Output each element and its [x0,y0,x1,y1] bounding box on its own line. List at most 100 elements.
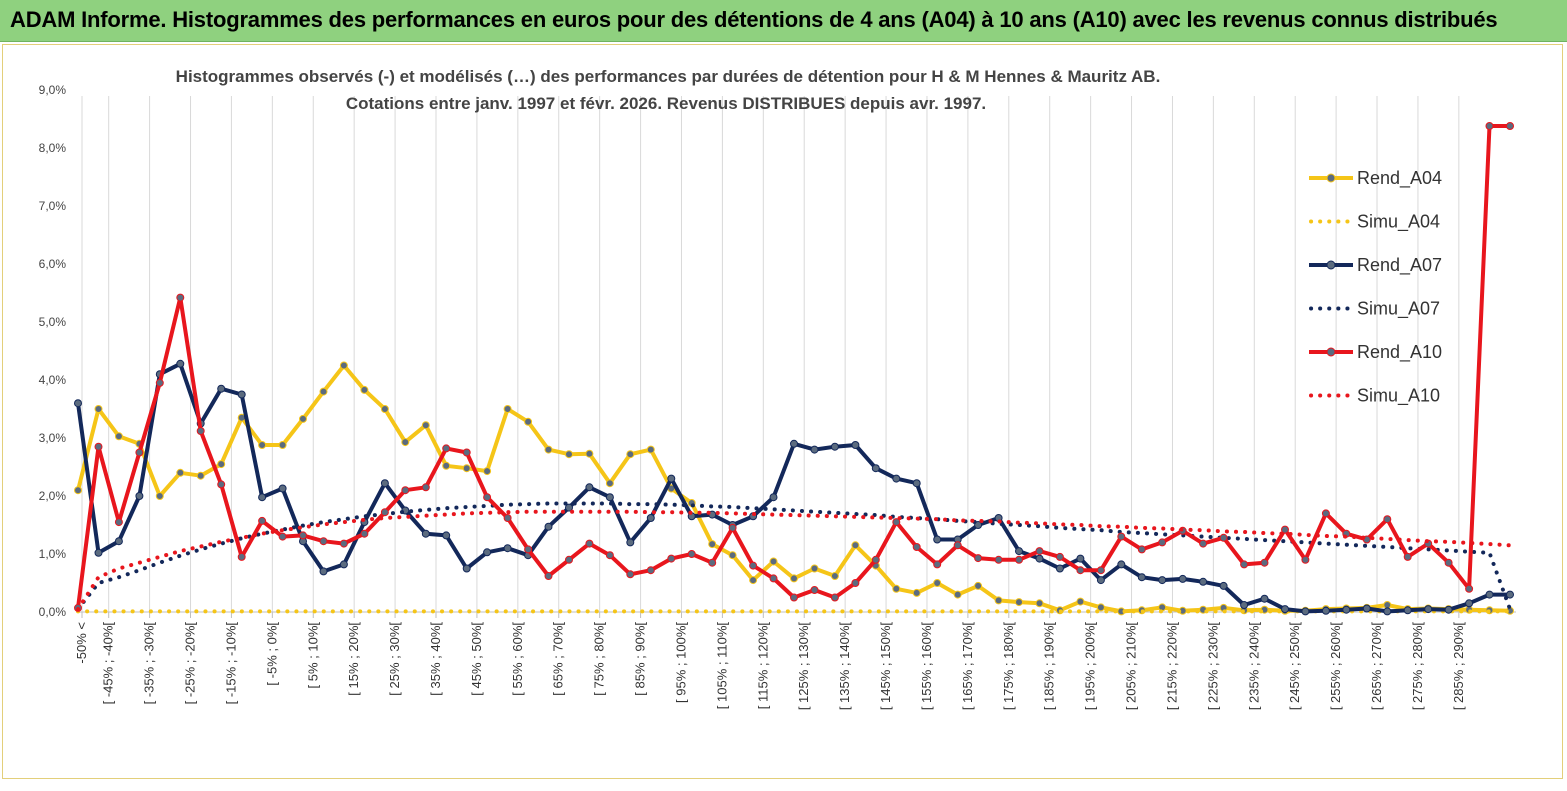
x-tick-label: [ 145% ; 150%[ [878,622,893,711]
x-tick-label: [ 215% ; 220%[ [1164,622,1179,711]
data-point [1281,525,1289,534]
data-point [565,450,573,459]
data-point [1301,607,1310,616]
data-point [217,460,226,469]
data-point [1096,566,1105,575]
data-point [319,537,328,546]
data-point [749,576,758,585]
data-point [1158,538,1167,547]
x-tick-label: [ 95% ; 100%[ [673,622,688,703]
data-point [299,531,307,540]
data-point [974,581,983,590]
data-point [1076,554,1085,563]
data-point [708,558,717,567]
legend-item: Rend_A04 [1309,168,1442,189]
data-point [871,464,880,473]
data-point [339,560,348,569]
data-point [319,387,328,396]
data-point [974,521,983,529]
data-point [769,493,778,502]
x-tick-label: [ 55% ; 60%[ [510,622,525,696]
data-point [155,492,164,500]
data-point [524,545,533,554]
x-tick-label: [ 85% ; 90%[ [633,622,648,696]
data-point [74,399,82,408]
legend-label: Rend_A10 [1357,342,1442,363]
series-line [76,509,1512,612]
x-tick-label: [ 265% ; 270%[ [1369,622,1384,711]
data-point [380,479,389,488]
x-tick-label: [ 285% ; 290%[ [1451,622,1466,711]
data-point [544,445,553,454]
data-point [1342,605,1351,614]
data-point [524,417,533,426]
data-point [1035,599,1044,608]
data-point [1465,599,1474,608]
data-point [1485,122,1494,130]
data-point [830,572,839,580]
data-point [585,449,594,458]
data-point [503,544,512,553]
data-point [114,432,123,441]
chart-subtitle: Cotations entre janv. 1997 et févr. 2026… [346,94,986,113]
data-point [94,405,103,413]
x-tick-label: [ 255% ; 260%[ [1328,622,1343,711]
series-Rend_A07 [74,359,1514,616]
data-point [953,541,962,550]
data-point [667,554,676,563]
y-tick-label: 5,0% [39,315,67,329]
data-point [258,493,267,502]
data-point [483,493,492,502]
data-point [565,503,573,512]
chart-frame [2,44,1563,779]
legend-marker [1326,260,1336,270]
data-point [1383,607,1392,616]
data-point [237,390,246,399]
data-point [442,461,451,470]
data-point [626,538,635,547]
data-point [339,361,348,370]
chart-title: Histogrammes observés (-) et modélisés (… [176,67,1161,86]
legend-item: Simu_A07 [1309,299,1440,320]
data-point [483,467,492,476]
data-point [790,439,798,448]
data-point [1465,584,1474,593]
data-point [380,405,389,413]
y-tick-label: 3,0% [39,431,67,445]
data-point [278,441,287,449]
data-point [708,540,717,549]
data-point [1219,581,1228,590]
data-point [830,442,839,451]
data-point [994,596,1003,605]
data-point [565,555,573,564]
x-tick-label: [ 205% ; 210%[ [1124,622,1139,711]
data-point [1137,545,1146,554]
data-point [299,414,307,423]
data-point [94,548,103,557]
data-point [626,450,635,459]
x-tick-label: -50% < [74,622,89,664]
y-tick-label: 9,0% [39,83,67,97]
data-point [442,531,451,540]
y-tick-label: 8,0% [39,141,67,155]
x-tick-label: [ 225% ; 230%[ [1205,622,1220,711]
data-point [503,405,512,413]
data-point [810,564,819,573]
data-point [1506,122,1514,130]
x-tick-label: [ 115% ; 120%[ [755,622,770,710]
x-tick-label: [ 195% ; 200%[ [1083,622,1098,711]
legend-item: Rend_A10 [1309,342,1442,363]
x-tick-label: [ 235% ; 240%[ [1246,622,1261,711]
data-point [462,564,471,573]
x-tick-label: [ 185% ; 190%[ [1042,622,1057,711]
data-point [728,523,737,532]
data-point [1240,601,1249,609]
data-point [360,385,369,394]
data-point [421,529,430,538]
legend-marker [1326,347,1336,357]
series-layer [74,122,1514,616]
series-Rend_A04 [74,361,1514,616]
data-point [892,518,901,527]
x-tick-label: [ 155% ; 160%[ [919,622,934,711]
data-point [605,493,614,502]
